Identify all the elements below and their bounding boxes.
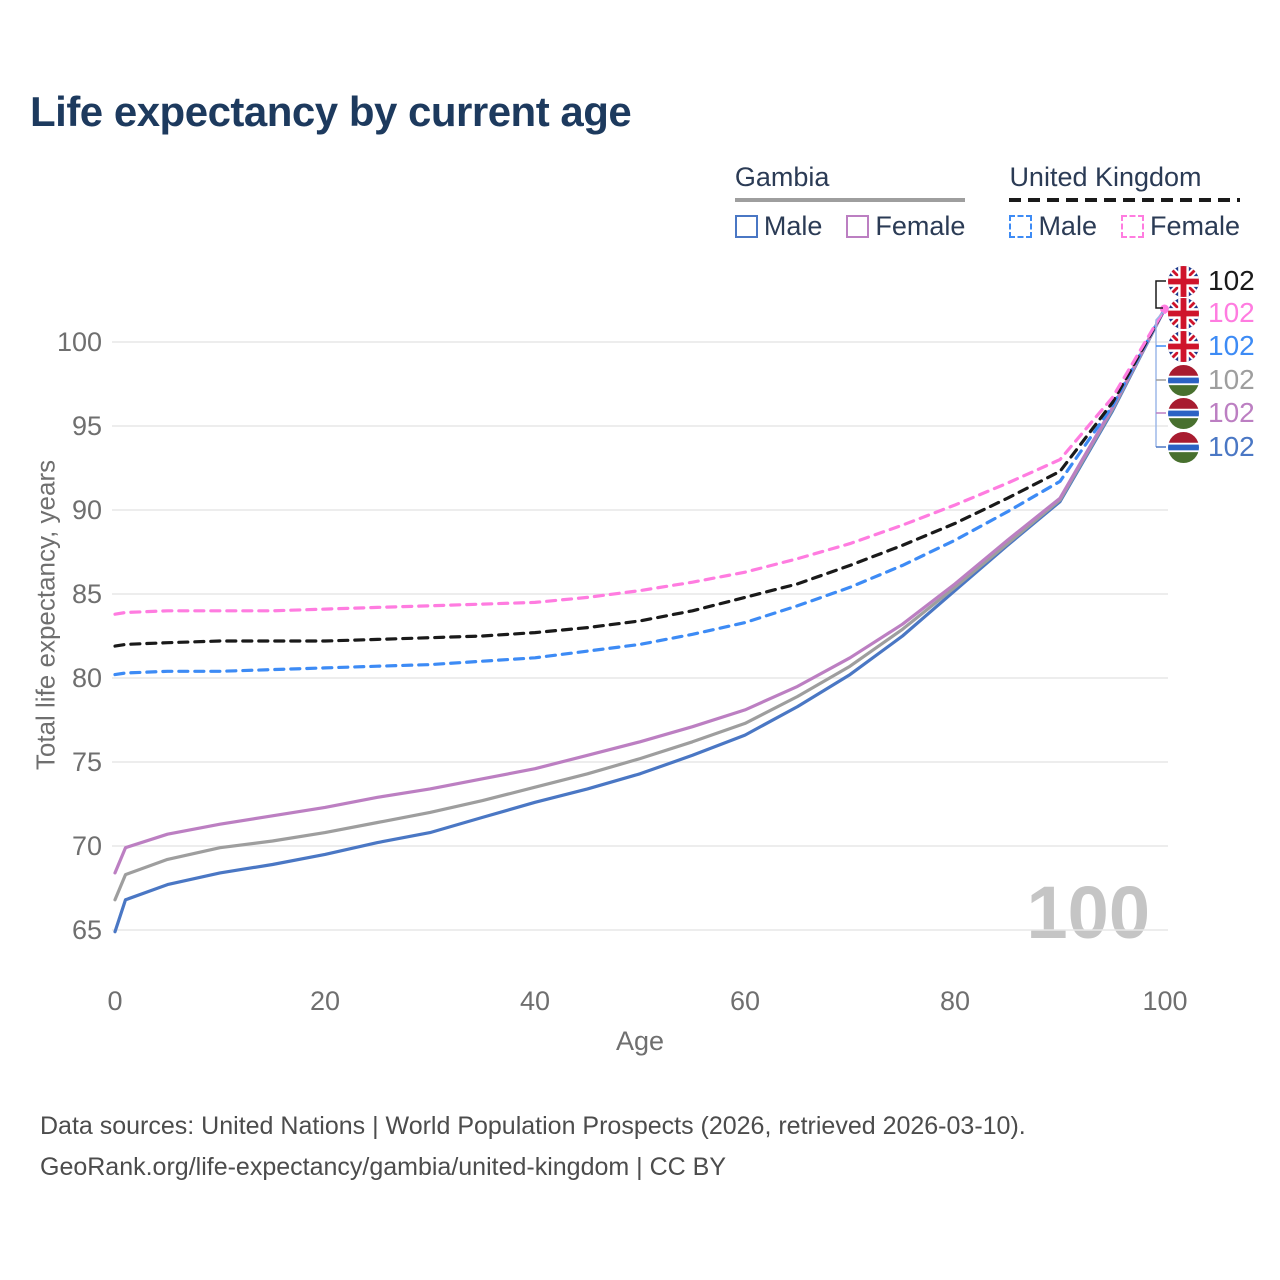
series-line-gambia-male[interactable]: [113, 306, 1167, 934]
x-tick-60: 60: [729, 986, 761, 1016]
y-tick-90: 90: [71, 495, 102, 525]
footer-attribution-line: GeoRank.org/life-expectancy/gambia/unite…: [40, 1153, 726, 1181]
legend-line-style-sample: [1009, 198, 1240, 202]
y-tick-70: 70: [71, 831, 102, 861]
y-tick-100: 100: [56, 327, 102, 357]
legend-swatch-icon: [846, 215, 870, 238]
legend-group-gambia: Gambia Male Female: [734, 162, 966, 242]
legend-item-label: Male: [763, 211, 823, 241]
x-tick-40: 40: [519, 986, 551, 1016]
legend-line-style-sample: [734, 198, 966, 202]
footer: Data sources: United Nations | World Pop…: [40, 1106, 1026, 1188]
legend-swatch-icon: [1120, 215, 1144, 238]
legend-item-gambia-male[interactable]: Male: [734, 211, 823, 242]
legend-item-label: Female: [1149, 211, 1240, 241]
series-line-uk-total[interactable]: [113, 306, 1167, 648]
legend-item-gambia-female[interactable]: Female: [846, 211, 965, 242]
convergence-point: [1160, 304, 1169, 314]
uk-flag-icon: [1168, 297, 1199, 329]
gambia-flag-icon: [1168, 431, 1199, 463]
leader-line-stem: [1155, 311, 1164, 447]
y-tick-75: 75: [71, 747, 102, 777]
x-tick-80: 80: [939, 986, 971, 1016]
end-value-text: 102: [1208, 431, 1255, 462]
legend-country-label: Gambia: [734, 162, 830, 192]
x-axis-title: Age: [615, 1026, 665, 1056]
legend-swatch-icon: [734, 215, 758, 238]
legend-swatch-icon: [1009, 215, 1033, 238]
end-value-text: 102: [1208, 265, 1255, 296]
legend-item-united-kingdom-female[interactable]: Female: [1120, 211, 1240, 242]
age-counter-watermark: 100: [1026, 871, 1150, 954]
series-line-gambia-total[interactable]: [113, 306, 1167, 902]
end-value-text: 102: [1208, 330, 1255, 361]
end-value-text: 102: [1208, 364, 1255, 395]
end-value-label: 102: [1168, 329, 1255, 363]
end-value-label: 102: [1168, 396, 1255, 430]
x-tick-100: 100: [1142, 986, 1188, 1016]
y-tick-95: 95: [71, 411, 102, 441]
y-tick-85: 85: [71, 579, 102, 609]
end-value-label: 102: [1168, 296, 1255, 330]
series-line-uk-male[interactable]: [113, 306, 1167, 677]
leader-line-uk-total: [1155, 280, 1166, 309]
uk-flag-icon: [1168, 265, 1199, 297]
legend-item-united-kingdom-male[interactable]: Male: [1009, 211, 1097, 242]
gambia-flag-icon: [1168, 397, 1199, 429]
uk-flag-icon: [1168, 330, 1199, 362]
footer-sources-line: Data sources: United Nations | World Pop…: [40, 1112, 1026, 1140]
legend-country-label: United Kingdom: [1009, 162, 1202, 192]
y-axis-title: Total life expectancy, years: [30, 459, 61, 771]
series-line-gambia-female[interactable]: [113, 306, 1167, 875]
x-tick-0: 0: [107, 986, 123, 1016]
legend-item-label: Female: [875, 211, 966, 241]
legend: Gambia Male Female United Kingdom Male Female: [734, 162, 1240, 242]
y-tick-80: 80: [71, 663, 102, 693]
y-tick-65: 65: [71, 915, 102, 945]
page-title: Life expectancy by current age: [30, 88, 632, 135]
end-value-text: 102: [1208, 397, 1255, 428]
end-value-label: 102: [1168, 264, 1255, 298]
gambia-flag-icon: [1168, 364, 1199, 396]
legend-group-united-kingdom: United Kingdom Male Female: [1009, 162, 1240, 242]
end-value-label: 102: [1168, 363, 1255, 397]
legend-item-label: Male: [1038, 211, 1097, 241]
end-value-text: 102: [1208, 297, 1255, 328]
x-tick-20: 20: [309, 986, 341, 1016]
end-value-label: 102: [1168, 430, 1255, 464]
series-line-uk-female[interactable]: [113, 306, 1167, 616]
